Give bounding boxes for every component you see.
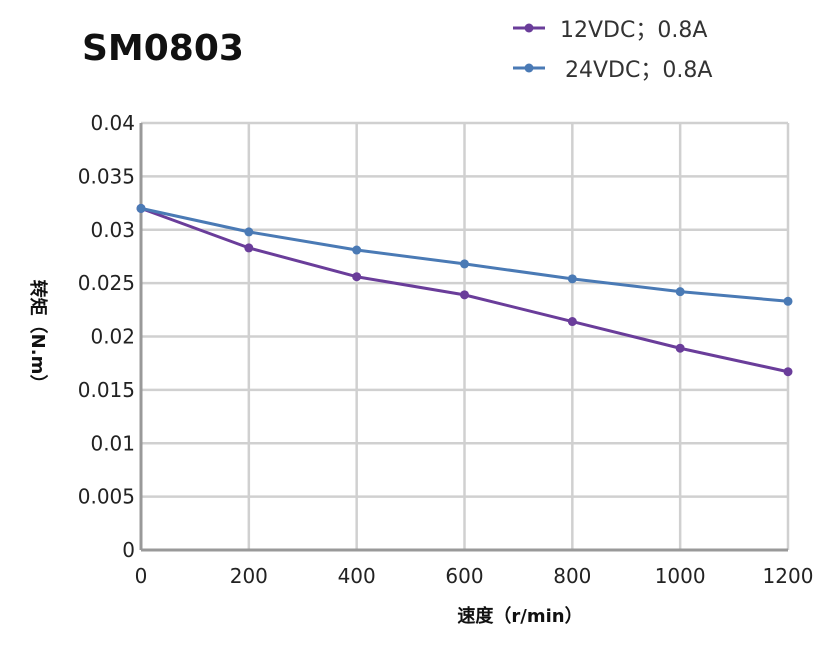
y-tick-label: 0.02 [90,325,135,349]
data-point [675,343,685,353]
data-point [783,367,793,377]
chart-title: SM0803 [82,28,244,69]
y-tick-label: 0.03 [90,218,135,242]
y-axis-label: 转矩（N.m） [27,280,49,393]
y-tick-label: 0.04 [90,111,135,135]
y-tick-label: 0.015 [78,378,135,402]
y-tick-label: 0.01 [90,431,135,455]
data-point [352,272,362,282]
data-point [244,243,254,253]
data-point [567,317,577,327]
x-tick-label: 600 [445,564,483,588]
data-point [783,296,793,306]
x-tick-label: 800 [553,564,591,588]
y-tick-label: 0.035 [78,164,135,188]
data-point [352,245,362,255]
x-tick-label: 200 [230,564,268,588]
data-point [675,287,685,297]
y-tick-label: 0.025 [78,271,135,295]
x-tick-label: 400 [338,564,376,588]
data-point [567,274,577,284]
y-tick-label: 0.005 [78,485,135,509]
data-point [460,290,469,300]
x-axis-label: 速度（r/min） [457,605,582,627]
y-tick-label: 0 [122,538,135,562]
data-point [460,259,469,269]
legend-label: 12VDC；0.8A [560,18,707,43]
data-point [244,227,254,237]
x-tick-label: 1000 [655,564,706,588]
x-tick-label: 1200 [763,564,814,588]
legend-marker [524,23,534,33]
data-point [136,203,146,213]
legend-marker [524,63,534,73]
legend-label: 24VDC；0.8A [565,58,712,83]
x-tick-label: 0 [135,564,148,588]
